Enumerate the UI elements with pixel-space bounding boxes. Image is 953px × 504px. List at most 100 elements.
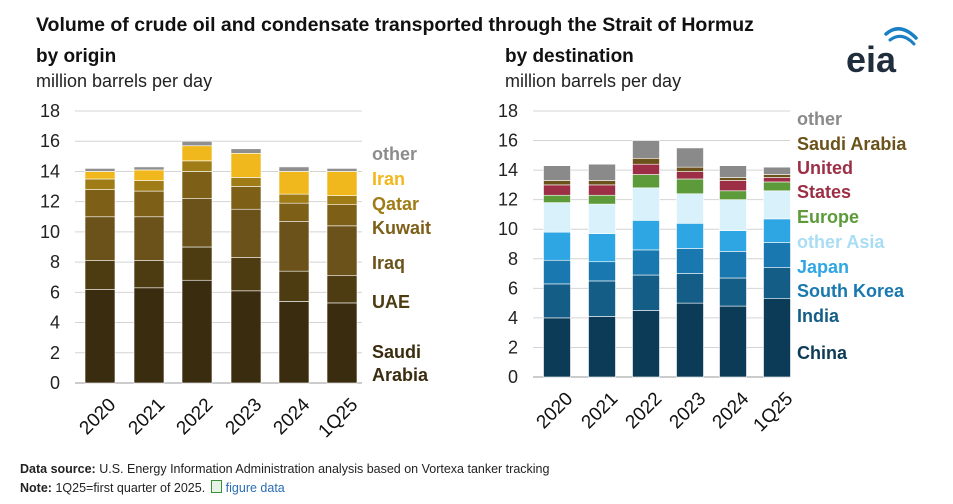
- destination-bar-united-states-2020: [543, 184, 571, 196]
- origin-y-tick-label: 2: [50, 343, 60, 363]
- destination-bar-other-asia-2023: [676, 193, 704, 224]
- spreadsheet-icon: [210, 480, 222, 493]
- origin-bar-iran-2023: [230, 153, 262, 178]
- origin-bar-uae-2023: [230, 257, 262, 292]
- origin-legend-uae: UAE: [372, 292, 410, 312]
- destination-bar-india-2023: [676, 273, 704, 304]
- origin-bar-kuwait-2021: [133, 190, 165, 218]
- destination-bar-other-2020: [543, 165, 571, 181]
- destination-bar-other-asia-2020: [543, 202, 571, 233]
- destination-bar-japan-2023: [676, 223, 704, 249]
- origin-bar-iraq-1q25: [326, 225, 358, 277]
- destination-bar-saudi-arabia-2024: [719, 177, 747, 181]
- origin-bar-iraq-2021: [133, 216, 165, 261]
- destination-bar-japan-2020: [543, 231, 571, 261]
- destination-bar-saudi-arabia-2023: [676, 166, 704, 172]
- destination-y-tick-label: 8: [508, 249, 518, 269]
- origin-y-tick-label: 0: [50, 373, 60, 393]
- destination-bar-united-states-2022: [632, 163, 660, 175]
- eia-logo: eia: [846, 27, 918, 80]
- destination-legend-india: India: [797, 306, 840, 326]
- left-chart-subtitle: by origin: [36, 46, 117, 67]
- origin-bar-kuwait-2020: [84, 189, 116, 218]
- origin-legend-other: other: [372, 144, 417, 164]
- origin-bar-uae-2022: [181, 246, 213, 281]
- origin-legend-saudi-arabia: Saudi Arabia: [372, 342, 429, 385]
- destination-bar-other-2022: [632, 140, 660, 159]
- destination-legend-other-asia: other Asia: [797, 232, 885, 252]
- destination-bar-india-2022: [632, 274, 660, 311]
- figure-data-link[interactable]: figure data: [225, 481, 285, 495]
- destination-bar-china-2023: [676, 302, 704, 378]
- destination-bar-europe-2023: [676, 178, 704, 195]
- origin-bar-saudi-arabia-2022: [181, 279, 213, 384]
- destination-x-tick-label: 2020: [533, 388, 578, 433]
- destination-bar-china-1q25: [763, 298, 791, 378]
- destination-bar-europe-2024: [719, 190, 747, 200]
- destination-bar-india-2020: [543, 283, 571, 319]
- chart-title: Volume of crude oil and condensate trans…: [36, 14, 754, 36]
- origin-bar-saudi-arabia-2021: [133, 287, 165, 384]
- origin-bar-other-1q25: [326, 168, 358, 172]
- origin-y-tick-label: 6: [50, 282, 60, 302]
- origin-legend-kuwait: Kuwait: [372, 218, 431, 238]
- destination-bar-south-korea-2023: [676, 248, 704, 274]
- destination-bar-europe-1q25: [763, 181, 791, 192]
- destination-bar-united-states-2023: [676, 171, 704, 180]
- origin-bar-uae-2020: [84, 260, 116, 290]
- destination-y-tick-label: 0: [508, 367, 518, 387]
- destination-bar-china-2022: [632, 310, 660, 378]
- destination-bar-other-asia-2024: [719, 199, 747, 232]
- destination-bar-other-asia-2022: [632, 187, 660, 221]
- origin-y-tick-label: 14: [40, 161, 60, 181]
- origin-legend-qatar: Qatar: [372, 194, 419, 214]
- destination-bar-united-states-2024: [719, 180, 747, 192]
- destination-y-tick-label: 16: [498, 131, 518, 151]
- destination-bar-south-korea-2021: [588, 261, 616, 282]
- eia-logo-text: eia: [846, 39, 897, 80]
- origin-y-tick-label: 16: [40, 131, 60, 151]
- note-line: Note: 1Q25=first quarter of 2025. figure…: [20, 480, 285, 495]
- destination-legend-other: other: [797, 109, 842, 129]
- destination-x-tick-label: 2024: [709, 388, 754, 433]
- origin-bar-uae-2021: [133, 260, 165, 289]
- destination-bar-saudi-arabia-1q25: [763, 174, 791, 178]
- destination-y-tick-label: 10: [498, 219, 518, 239]
- origin-y-tick-label: 12: [40, 192, 60, 212]
- origin-legend-iran: Iran: [372, 169, 405, 189]
- destination-bar-india-1q25: [763, 267, 791, 299]
- destination-y-tick-label: 4: [508, 308, 518, 328]
- destination-y-tick-label: 14: [498, 160, 518, 180]
- origin-bar-other-2023: [230, 148, 262, 154]
- note-label: Note:: [20, 481, 52, 495]
- destination-y-tick-label: 12: [498, 190, 518, 210]
- origin-bar-iraq-2024: [278, 221, 310, 272]
- origin-bar-other-2020: [84, 168, 116, 172]
- note-text: 1Q25=first quarter of 2025.: [55, 481, 206, 495]
- destination-bar-japan-2021: [588, 233, 616, 263]
- origin-bar-saudi-arabia-2020: [84, 289, 116, 384]
- destination-x-tick-label: 2023: [666, 388, 711, 433]
- destination-bar-other-asia-1q25: [763, 190, 791, 220]
- destination-bar-india-2021: [588, 280, 616, 317]
- origin-y-tick-label: 10: [40, 222, 60, 242]
- destination-bar-japan-2022: [632, 220, 660, 251]
- origin-legend-iraq: Iraq: [372, 253, 405, 273]
- origin-bar-saudi-arabia-1q25: [326, 302, 358, 384]
- origin-y-tick-label: 4: [50, 313, 60, 333]
- origin-bar-iran-1q25: [326, 171, 358, 196]
- data-source-line: Data source: U.S. Energy Information Adm…: [20, 462, 549, 476]
- destination-x-tick-label: 2022: [622, 388, 667, 433]
- origin-y-tick-label: 18: [40, 101, 60, 121]
- origin-bar-iraq-2023: [230, 208, 262, 258]
- destination-bar-other-1q25: [763, 166, 791, 175]
- destination-bar-other-2023: [676, 147, 704, 168]
- destination-legend-south-korea: South Korea: [797, 281, 905, 301]
- right-chart-subtitle: by destination: [505, 46, 634, 67]
- destination-bar-europe-2020: [543, 194, 571, 203]
- origin-bar-other-2024: [278, 166, 310, 172]
- origin-bar-iraq-2022: [181, 198, 213, 248]
- destination-bar-united-states-1q25: [763, 177, 791, 183]
